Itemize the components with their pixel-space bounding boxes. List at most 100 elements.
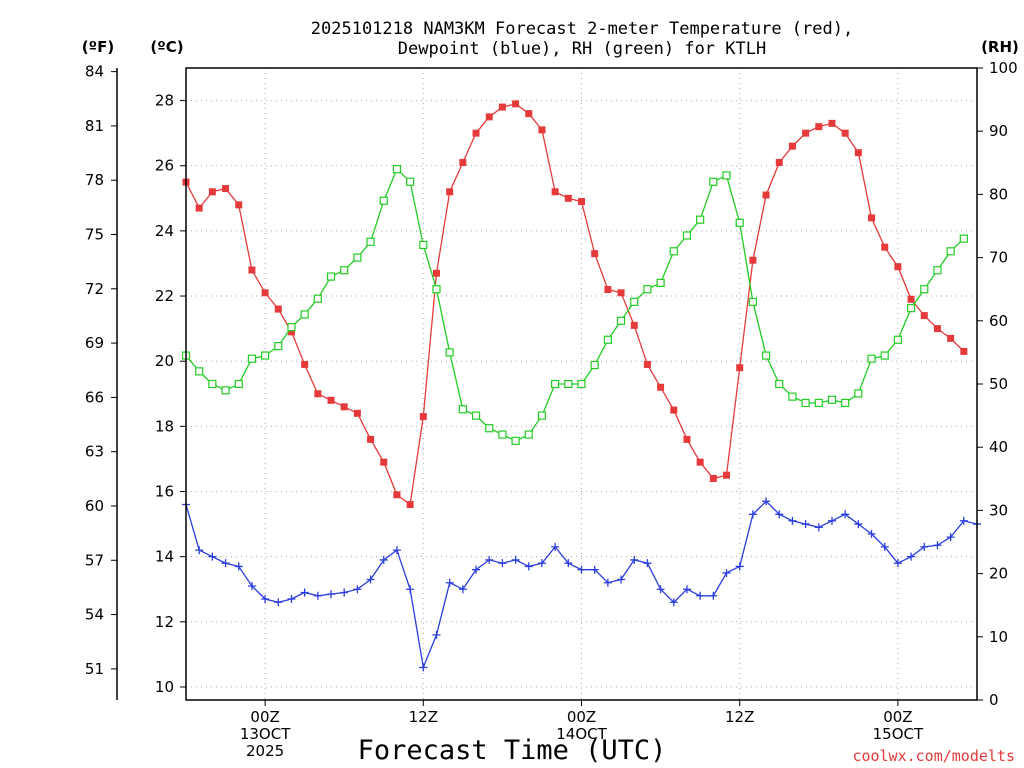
data-point — [590, 360, 599, 370]
data-point — [893, 335, 903, 344]
data-point — [300, 310, 309, 319]
data-point — [788, 392, 797, 401]
data-point — [907, 295, 915, 303]
data-point — [524, 430, 533, 439]
data-point — [472, 565, 481, 574]
data-point — [735, 562, 744, 571]
data-point — [512, 100, 520, 108]
data-point — [643, 360, 651, 368]
celsius-tick-label: 20 — [155, 352, 174, 370]
data-point — [933, 541, 942, 550]
data-point — [643, 285, 652, 294]
data-point — [313, 294, 322, 303]
data-point — [657, 383, 665, 391]
data-point — [682, 231, 692, 240]
data-point — [406, 501, 414, 509]
data-point — [419, 663, 428, 672]
data-point — [960, 347, 968, 355]
data-point — [380, 458, 388, 466]
data-point — [868, 214, 876, 222]
fahrenheit-tick-label: 72 — [85, 280, 104, 298]
data-point — [340, 588, 349, 597]
data-point — [274, 341, 283, 351]
data-point — [287, 328, 295, 336]
data-point — [906, 304, 916, 313]
data-point — [735, 218, 744, 227]
data-point — [947, 334, 955, 342]
data-point — [723, 471, 731, 479]
rh-tick-label: 100 — [989, 59, 1018, 77]
data-point — [867, 529, 876, 538]
data-point — [301, 360, 309, 368]
data-point — [511, 436, 520, 445]
celsius-tick-label: 22 — [155, 287, 174, 305]
data-point — [340, 403, 348, 411]
data-point — [591, 250, 599, 258]
data-point — [827, 395, 837, 404]
fahrenheit-tick-label: 54 — [85, 606, 104, 624]
celsius-unit-label: (ºC) — [150, 38, 183, 56]
data-point — [749, 256, 757, 264]
celsius-tick-label: 12 — [155, 613, 174, 631]
data-point — [551, 542, 560, 551]
data-point — [498, 559, 507, 568]
data-point — [327, 396, 335, 404]
rh-tick-label: 60 — [989, 312, 1008, 330]
data-point — [736, 364, 744, 372]
data-point — [235, 201, 243, 209]
data-point — [630, 321, 638, 329]
data-point — [801, 398, 810, 408]
data-point — [406, 585, 415, 594]
data-point — [696, 591, 705, 600]
data-point — [551, 188, 559, 196]
data-point — [748, 297, 757, 306]
data-point — [458, 585, 467, 594]
data-point — [234, 379, 243, 389]
data-point — [578, 198, 585, 206]
data-point — [854, 149, 862, 157]
data-point — [498, 103, 506, 111]
rh-axis: 0 10 20 30 40 50 60 70 80 90 100 — [977, 59, 1018, 709]
data-point — [814, 523, 823, 532]
data-point — [894, 263, 902, 271]
data-point — [247, 581, 256, 590]
time-tick-label: 12Z — [725, 708, 754, 726]
data-point — [827, 516, 836, 525]
data-point — [841, 129, 849, 137]
data-point — [814, 398, 823, 408]
data-point — [670, 406, 678, 414]
data-point — [247, 354, 257, 363]
data-point — [933, 325, 941, 333]
series-2-meter-temperature — [182, 100, 968, 509]
rh-tick-label: 80 — [989, 185, 1008, 203]
data-point — [248, 266, 256, 274]
time-tick-label: 14OCT — [556, 725, 607, 743]
fahrenheit-tick-label: 69 — [85, 334, 104, 352]
plot-frame — [185, 67, 978, 701]
data-point — [788, 516, 797, 525]
data-point — [208, 379, 217, 389]
data-point — [788, 142, 796, 150]
celsius-tick-label: 14 — [155, 548, 174, 566]
data-point — [643, 559, 652, 568]
time-tick-label: 00Z — [250, 708, 279, 726]
data-point — [709, 474, 717, 482]
data-point — [617, 289, 625, 297]
rh-tick-label: 70 — [989, 249, 1008, 267]
fahrenheit-axis: 51 54 57 60 63 66 69 72 75 78 81 84 — [85, 63, 118, 700]
data-point — [722, 568, 731, 577]
data-point — [669, 247, 678, 256]
x-axis-title: Forecast Time (UTC) — [358, 735, 667, 766]
data-point — [221, 386, 230, 395]
data-point — [432, 285, 441, 294]
data-point — [775, 510, 784, 519]
data-point — [841, 398, 850, 408]
data-point — [379, 555, 388, 564]
data-point — [472, 129, 480, 137]
data-point — [920, 285, 929, 294]
celsius-tick-label: 26 — [155, 157, 174, 175]
data-point — [590, 565, 599, 574]
data-point — [683, 435, 691, 443]
series-dewpoint — [182, 497, 981, 672]
